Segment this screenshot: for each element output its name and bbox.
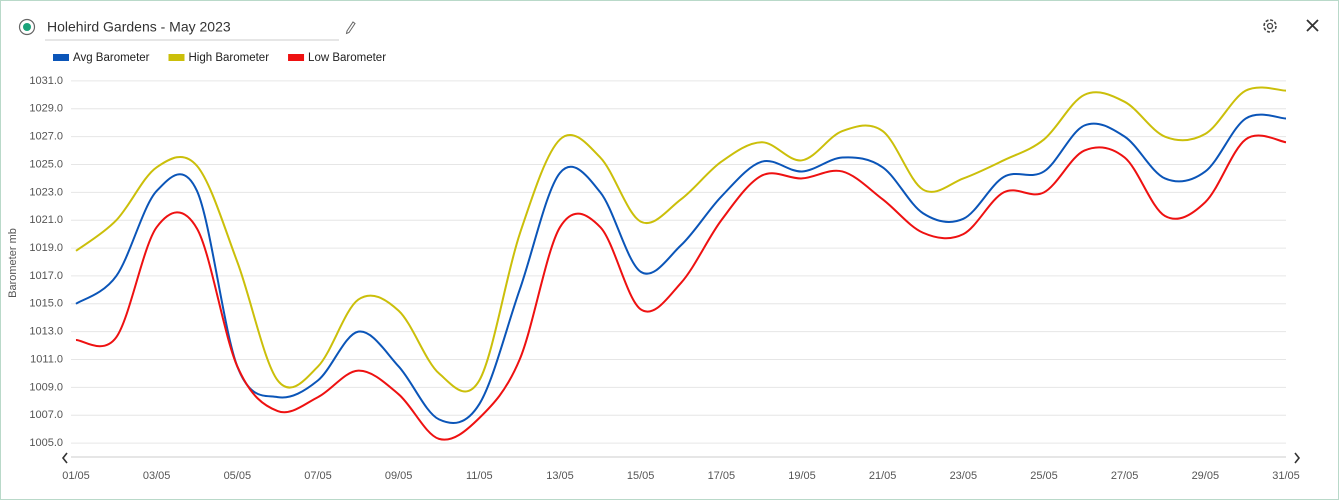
x-tick-label: 15/05 bbox=[627, 470, 655, 482]
legend-label: Avg Barometer bbox=[73, 52, 150, 64]
y-tick-label: 1023.0 bbox=[29, 186, 63, 198]
x-tick-label: 25/05 bbox=[1030, 470, 1058, 482]
edit-icon[interactable] bbox=[345, 21, 356, 35]
scroll-left[interactable] bbox=[61, 452, 68, 464]
legend-label: High Barometer bbox=[189, 52, 270, 64]
x-tick-label: 07/05 bbox=[304, 470, 332, 482]
y-tick-label: 1011.0 bbox=[30, 353, 63, 365]
x-tick-label: 31/05 bbox=[1272, 470, 1300, 482]
x-tick-label: 27/05 bbox=[1111, 470, 1139, 482]
legend-label: Low Barometer bbox=[308, 52, 386, 64]
y-tick-label: 1005.0 bbox=[29, 437, 63, 449]
close-icon[interactable] bbox=[1306, 19, 1319, 32]
y-tick-label: 1019.0 bbox=[29, 242, 63, 254]
series-line bbox=[75, 86, 1287, 393]
x-tick-label: 05/05 bbox=[224, 470, 252, 482]
x-tick-label: 21/05 bbox=[869, 470, 897, 482]
chart-title: Holehird Gardens - May 2023 bbox=[47, 19, 231, 35]
x-tick-label: 09/05 bbox=[385, 470, 413, 482]
status-dot bbox=[23, 23, 31, 31]
x-tick-label: 19/05 bbox=[788, 470, 816, 482]
y-tick-label: 1021.0 bbox=[29, 214, 63, 226]
y-tick-label: 1013.0 bbox=[29, 326, 63, 338]
x-tick-label: 17/05 bbox=[708, 470, 736, 482]
y-tick-label: 1025.0 bbox=[29, 158, 63, 170]
x-tick-label: 01/05 bbox=[62, 470, 90, 482]
y-tick-label: 1031.0 bbox=[29, 75, 63, 87]
scroll-right[interactable] bbox=[1294, 452, 1301, 464]
legend-swatch bbox=[53, 54, 69, 61]
legend-swatch bbox=[168, 54, 185, 61]
series-line bbox=[75, 113, 1287, 424]
y-tick-label: 1007.0 bbox=[29, 409, 63, 421]
x-tick-label: 11/05 bbox=[466, 470, 493, 482]
y-tick-label: 1029.0 bbox=[29, 103, 63, 115]
settings-icon[interactable] bbox=[1263, 19, 1277, 33]
x-tick-label: 29/05 bbox=[1192, 470, 1220, 482]
y-axis-label: Barometer mb bbox=[7, 228, 19, 298]
y-tick-label: 1015.0 bbox=[29, 298, 63, 310]
y-tick-label: 1017.0 bbox=[29, 270, 63, 282]
x-tick-label: 03/05 bbox=[143, 470, 171, 482]
y-tick-label: 1009.0 bbox=[29, 381, 63, 393]
x-tick-label: 13/05 bbox=[546, 470, 574, 482]
series-line bbox=[75, 134, 1287, 441]
legend-swatch bbox=[288, 54, 305, 61]
y-tick-label: 1027.0 bbox=[29, 131, 63, 143]
x-tick-label: 23/05 bbox=[950, 470, 978, 482]
